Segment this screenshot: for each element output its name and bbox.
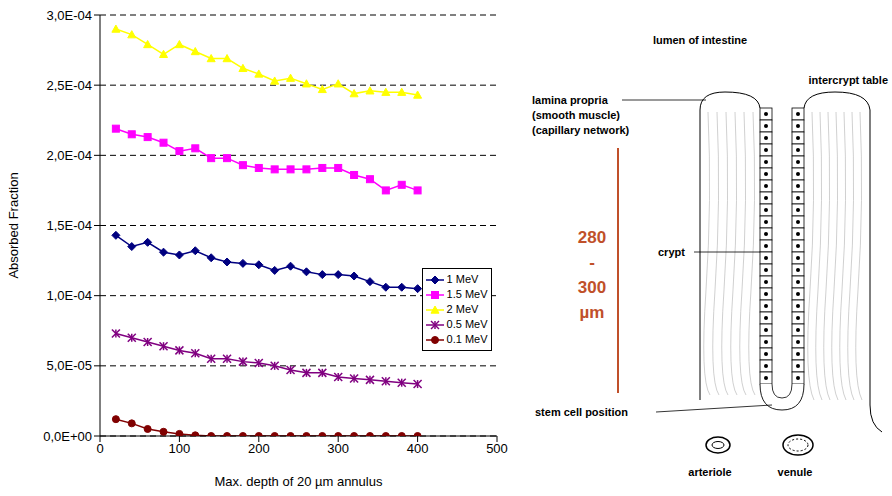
svg-text:lumen of intestine: lumen of intestine [653,34,747,46]
svg-text:Max. depth of 20 µm annulus: Max. depth of 20 µm annulus [215,474,383,489]
svg-text:arteriole: arteriole [688,466,731,478]
html-text:2 MeV: 2 MeV [446,303,479,315]
svg-text:(capillary network): (capillary network) [532,124,630,136]
svg-text:100: 100 [169,441,191,456]
svg-text:-: - [589,253,595,272]
svg-text:500: 500 [486,441,508,456]
svg-text:lamina propria: lamina propria [532,94,609,106]
svg-text:400: 400 [407,441,429,456]
html-text:0.5 MeV: 0.5 MeV [446,318,488,330]
svg-text:300: 300 [327,441,349,456]
svg-text:0,0E+00: 0,0E+00 [43,429,92,444]
svg-text:(smooth muscle): (smooth muscle) [532,109,620,121]
svg-text:200: 200 [248,441,270,456]
html-text:1 MeV: 1 MeV [446,273,479,285]
svg-text:1,5E-04: 1,5E-04 [46,218,92,233]
svg-text:5,0E-05: 5,0E-05 [46,358,92,373]
svg-text:intercrypt table: intercrypt table [809,74,888,86]
svg-text:0: 0 [96,441,103,456]
svg-text:300: 300 [578,278,606,297]
svg-text:µm: µm [580,303,605,322]
svg-text:crypt: crypt [658,246,685,258]
svg-text:stem cell position: stem cell position [535,406,628,418]
svg-text:3,0E-04: 3,0E-04 [46,8,92,23]
svg-text:1,0E-04: 1,0E-04 [46,288,92,303]
svg-text:venule: venule [778,466,813,478]
svg-text:Absorbed Fraction: Absorbed Fraction [6,172,21,278]
svg-text:2,5E-04: 2,5E-04 [46,78,92,93]
svg-text:2,0E-04: 2,0E-04 [46,148,92,163]
svg-text:280: 280 [578,228,606,247]
html-text:0.1 MeV: 0.1 MeV [446,333,488,345]
html-text:1.5 MeV: 1.5 MeV [446,288,488,300]
